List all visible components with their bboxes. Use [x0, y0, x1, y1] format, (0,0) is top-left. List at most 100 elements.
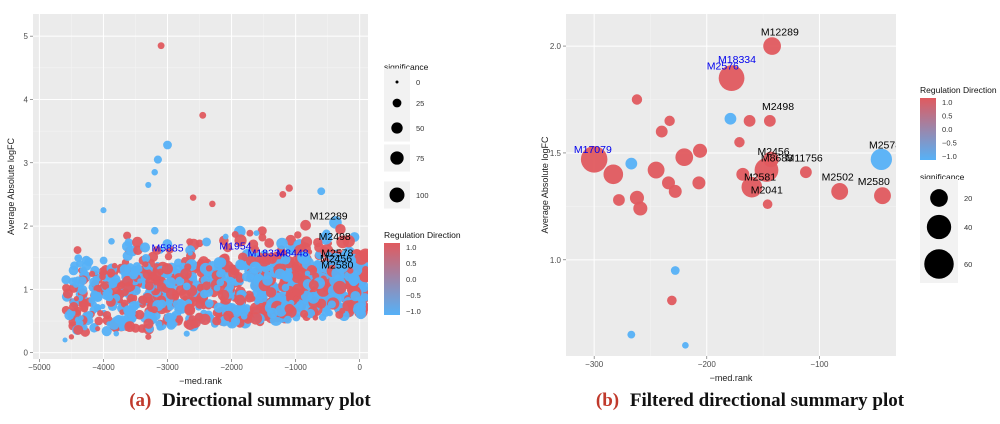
color-bar	[920, 98, 936, 160]
scatter-point	[134, 264, 143, 273]
scatter-point	[300, 310, 309, 319]
scatter-point	[150, 270, 162, 281]
scatter-point	[132, 236, 143, 248]
scatter-point	[105, 293, 114, 302]
scatter-point	[137, 278, 143, 284]
scatter-point	[267, 253, 278, 264]
scatter-point	[350, 291, 361, 302]
scatter-point	[157, 299, 167, 309]
scatter-point	[285, 234, 297, 246]
scatter-point	[212, 316, 222, 326]
scatter-point	[101, 326, 112, 337]
size-key-circle	[389, 187, 405, 203]
x-axis-title: −med.rank	[179, 376, 222, 385]
scatter-point	[279, 190, 287, 198]
scatter-point	[258, 255, 270, 267]
y-axis-title: Average Absolute logFC	[540, 136, 550, 233]
scatter-point	[97, 310, 104, 317]
point-label: M2578	[869, 140, 901, 152]
x-tick-label: −3000	[156, 363, 179, 372]
size-key-label: 20	[964, 194, 972, 203]
point-label: M8448	[276, 247, 308, 259]
scatter-point	[195, 300, 205, 309]
scatter-point	[625, 157, 638, 170]
caption-b: (b) Filtered directional summary plot	[500, 390, 1000, 412]
scatter-point	[101, 282, 110, 290]
size-key-label: 40	[964, 223, 972, 232]
scatter-point	[213, 302, 225, 313]
scatter-point	[102, 310, 112, 320]
scatter-point	[109, 279, 118, 288]
point-label: M2581	[744, 172, 776, 184]
scatter-point	[128, 315, 137, 323]
scatter-point	[230, 316, 241, 326]
y-tick-label: 4	[24, 95, 29, 104]
scatter-point	[129, 270, 139, 280]
size-key-label: 75	[416, 154, 424, 163]
gridlines	[566, 14, 896, 356]
scatter-point	[763, 37, 781, 55]
scatter-point	[233, 270, 240, 276]
point-label: M2456	[320, 253, 352, 265]
scatter-point	[300, 236, 313, 248]
scatter-point	[354, 251, 368, 265]
point-label: M2456	[757, 146, 789, 158]
color-tick-label: 0.5	[942, 112, 952, 121]
scatter-point	[81, 255, 91, 265]
scatter-point	[655, 125, 668, 138]
scatter-point	[202, 237, 212, 247]
scatter-point	[151, 226, 159, 235]
color-tick-label: −1.0	[406, 307, 421, 316]
scatter-point	[156, 323, 164, 331]
color-tick-label: −0.5	[406, 291, 421, 300]
point-label: M18334	[718, 54, 756, 66]
caption-b-text: Filtered directional summary plot	[629, 390, 905, 411]
scatter-point	[143, 318, 154, 329]
y-tick-label: 5	[24, 32, 29, 41]
color-tick-label: 1.0	[942, 98, 952, 107]
scatter-point	[633, 201, 648, 216]
scatter-point	[202, 281, 211, 291]
scatter-point	[107, 271, 114, 278]
scatter-point	[692, 176, 706, 190]
scatter-point	[249, 302, 262, 315]
scatter-point	[343, 254, 357, 267]
size-key-circle	[924, 249, 954, 279]
scatter-point	[300, 290, 313, 302]
scatter-point	[86, 311, 94, 319]
scatter-point	[300, 219, 311, 231]
x-tick-label: −100	[810, 360, 829, 369]
scatter-point	[283, 315, 292, 324]
scatter-point	[352, 302, 366, 316]
size-key-circle	[390, 151, 404, 165]
scatter-point	[724, 112, 737, 125]
scatter-point	[647, 161, 665, 179]
color-tick-label: −1.0	[942, 152, 957, 161]
scatter-point	[216, 278, 225, 287]
scatter-point	[342, 235, 355, 248]
color-tick-label: 0.0	[406, 275, 416, 284]
caption-b-label: (b)	[595, 390, 620, 411]
color-legend-title: Regulation Direction	[384, 230, 461, 240]
y-axis-title: Average Absolute logFC	[6, 138, 16, 235]
scatter-point	[349, 277, 358, 287]
scatter-point	[163, 312, 175, 323]
scatter-point	[237, 305, 249, 317]
scatter-point	[692, 143, 708, 158]
scatter-point	[234, 294, 246, 306]
scatter-point	[142, 269, 153, 280]
scatter-point	[199, 313, 211, 325]
scatter-point	[718, 65, 745, 91]
scatter-point	[125, 321, 133, 329]
legend: significance 20 40 60 Regulation Direction 1.…	[920, 85, 997, 283]
scatter-point	[187, 250, 193, 256]
scatter-point	[141, 253, 151, 263]
scatter-point	[236, 260, 247, 271]
scatter-point	[205, 265, 213, 272]
scatter-point	[763, 151, 779, 168]
scatter-point	[95, 326, 101, 332]
scatter-point	[94, 316, 104, 326]
scatter-point	[182, 282, 191, 291]
scatter-point	[145, 181, 152, 188]
scatter-point	[157, 42, 165, 50]
